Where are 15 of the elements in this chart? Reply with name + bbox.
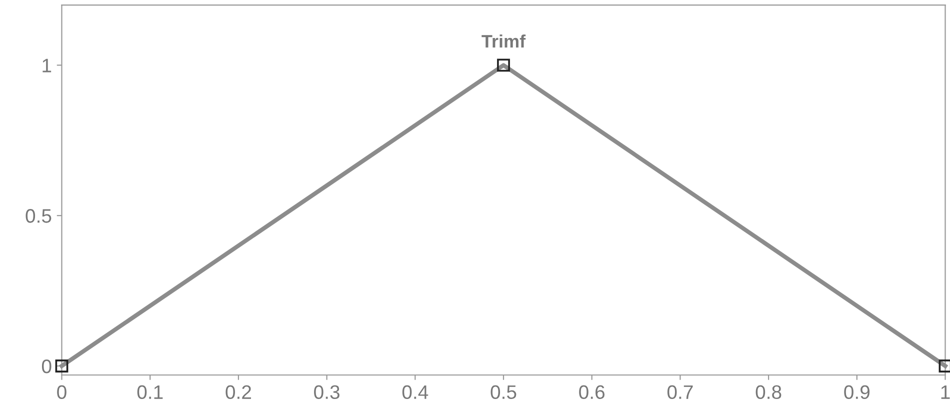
x-tick-label: 0 [57,385,66,400]
annotation: Trimf [482,34,526,48]
x-tick-label: 0.5 [490,385,516,400]
x-tick-label: 0.9 [844,385,870,400]
x-tick-label: 0.4 [402,385,428,400]
x-tick-label: 0.8 [756,385,782,400]
x-tick-label: 0.2 [226,385,251,400]
x-tick-label: 0.3 [314,385,340,400]
y-tick-label: 1 [42,58,52,72]
y-tick-label: 0.5 [26,209,52,223]
y-tick-label: 0 [42,359,52,374]
x-tick-label: 0.6 [579,385,605,400]
x-tick-label: 0.7 [667,385,693,400]
x-tick-label: 1 [941,385,950,399]
x-tick-label: 0.1 [137,385,163,400]
